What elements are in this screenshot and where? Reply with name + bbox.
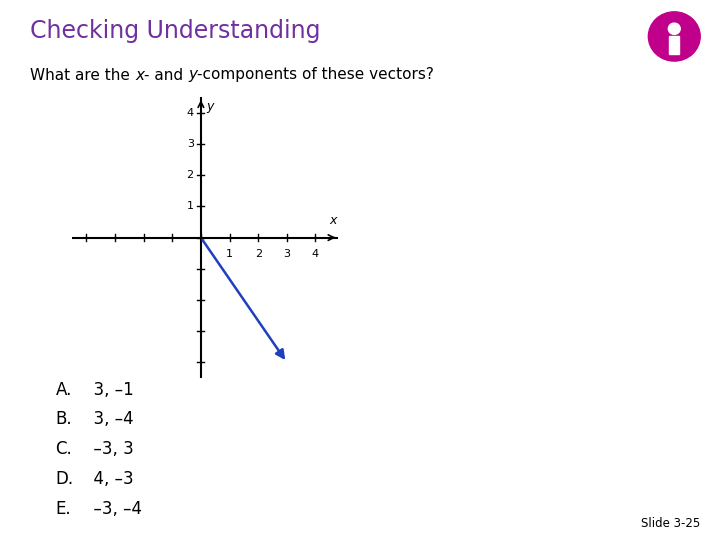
Text: 1: 1 [186, 201, 194, 211]
Text: y: y [188, 68, 197, 83]
Text: –3, –4: –3, –4 [83, 500, 142, 517]
Text: 4: 4 [312, 248, 319, 259]
Text: 4: 4 [186, 108, 194, 118]
Text: -components of these vectors?: -components of these vectors? [197, 68, 434, 83]
Text: A.: A. [55, 381, 72, 399]
Text: B.: B. [55, 410, 72, 428]
Text: –3, 3: –3, 3 [83, 440, 133, 458]
Text: 3, –1: 3, –1 [83, 381, 133, 399]
Text: 4, –3: 4, –3 [83, 470, 133, 488]
Text: 3, –4: 3, –4 [83, 410, 133, 428]
Text: Checking Understanding: Checking Understanding [30, 19, 320, 43]
Text: 3: 3 [284, 248, 290, 259]
Text: C.: C. [55, 440, 72, 458]
Text: 3: 3 [186, 139, 194, 149]
Text: y: y [206, 100, 213, 113]
Bar [670, 36, 679, 55]
Text: - and: - and [144, 68, 188, 83]
Text: Slide 3-25: Slide 3-25 [641, 517, 700, 530]
Text: x: x [330, 214, 337, 227]
Text: What are the: What are the [30, 68, 135, 83]
Circle shape [649, 12, 700, 61]
Text: 2: 2 [255, 248, 262, 259]
Text: E.: E. [55, 500, 71, 517]
Circle shape [668, 23, 680, 35]
Text: 2: 2 [186, 170, 194, 180]
Text: 1: 1 [226, 248, 233, 259]
Text: D.: D. [55, 470, 73, 488]
Text: x: x [135, 68, 144, 83]
